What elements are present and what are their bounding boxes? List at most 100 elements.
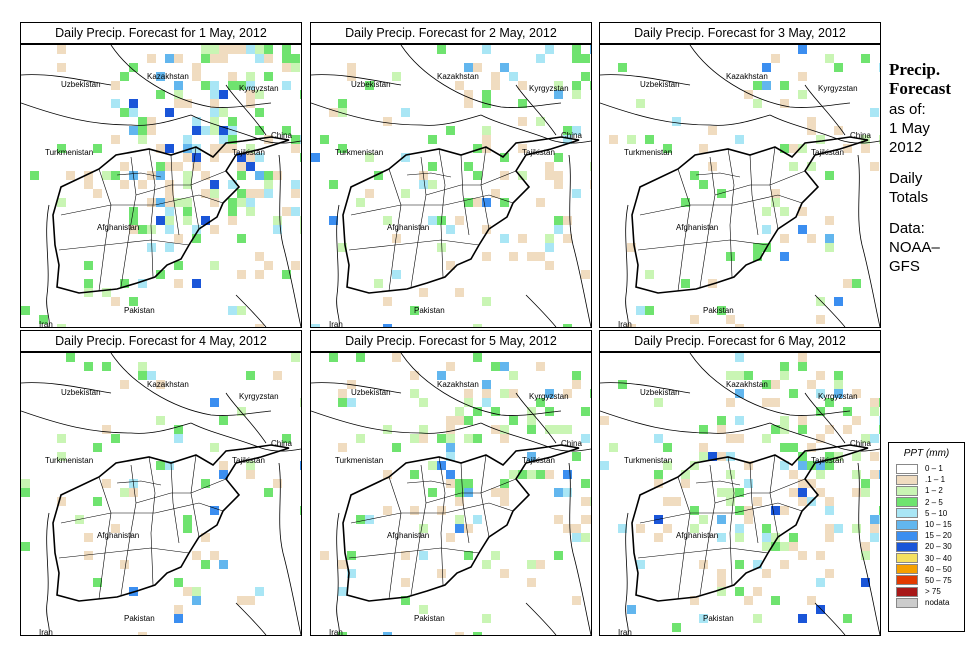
precip-cell xyxy=(609,135,618,144)
country-border xyxy=(235,294,267,327)
precip-cell xyxy=(401,153,410,162)
precip-cell xyxy=(111,297,120,306)
precip-cell xyxy=(246,207,255,216)
precip-cell xyxy=(780,144,789,153)
legend-item: 1 – 2 xyxy=(896,485,964,496)
legend-item: nodata xyxy=(896,597,964,608)
precip-cell xyxy=(843,614,852,623)
precip-cell xyxy=(165,243,174,252)
precip-cell xyxy=(545,171,554,180)
province-border xyxy=(699,464,716,596)
legend-item: > 75 xyxy=(896,586,964,597)
precip-cell xyxy=(192,551,201,560)
precip-cell xyxy=(518,171,527,180)
precip-cell xyxy=(464,416,473,425)
precip-cell xyxy=(798,416,807,425)
precip-cell xyxy=(500,389,509,398)
precip-cell xyxy=(473,324,482,327)
precip-cell xyxy=(428,488,437,497)
precip-cell xyxy=(879,515,880,524)
precip-cell xyxy=(726,315,735,324)
precip-cell xyxy=(798,362,807,371)
country-border xyxy=(814,602,846,635)
country-border xyxy=(857,462,880,635)
country-border xyxy=(225,84,267,136)
province-border xyxy=(677,168,691,292)
precip-cell xyxy=(861,488,870,497)
precip-cell xyxy=(111,99,120,108)
precip-cell xyxy=(228,135,237,144)
precip-cell xyxy=(228,198,237,207)
totals-1: Daily xyxy=(889,170,923,187)
precip-cell xyxy=(383,297,392,306)
precip-cell xyxy=(798,488,807,497)
legend-item: 20 – 30 xyxy=(896,541,964,552)
precip-cell xyxy=(563,126,572,135)
precip-cell xyxy=(536,252,545,261)
precip-cell xyxy=(636,99,645,108)
precip-cell xyxy=(572,90,581,99)
precip-cell xyxy=(482,126,491,135)
precip-cell xyxy=(861,542,870,551)
precip-cell xyxy=(183,135,192,144)
precip-cell xyxy=(246,596,255,605)
precip-cell xyxy=(255,252,264,261)
legend-swatch xyxy=(896,541,918,552)
precip-cell xyxy=(744,515,753,524)
precip-cell xyxy=(690,506,699,515)
precip-cell xyxy=(825,425,834,434)
precip-cell xyxy=(57,45,66,54)
precip-cell xyxy=(246,45,255,54)
label-pakistan: Pakistan xyxy=(703,614,734,623)
precip-cell xyxy=(365,189,374,198)
precip-cell xyxy=(147,198,156,207)
precip-cell xyxy=(690,596,699,605)
precip-cell xyxy=(102,171,111,180)
precip-cell xyxy=(255,270,264,279)
precip-cell xyxy=(861,144,870,153)
precip-cell xyxy=(590,180,591,189)
country-border xyxy=(336,512,340,635)
precip-cell xyxy=(572,189,581,198)
precip-cell xyxy=(210,108,219,117)
precip-cell xyxy=(482,225,491,234)
precip-cell xyxy=(618,524,627,533)
precip-cell xyxy=(291,180,300,189)
precip-cell xyxy=(753,252,762,261)
precip-cell xyxy=(717,189,726,198)
precip-cell xyxy=(255,54,264,63)
precip-cell xyxy=(753,81,762,90)
precip-cell xyxy=(645,270,654,279)
precip-cell xyxy=(291,353,300,362)
as-of-label: as of: xyxy=(889,101,926,118)
precip-cell xyxy=(762,524,771,533)
precip-cell xyxy=(771,54,780,63)
precip-cell xyxy=(789,488,798,497)
precip-cell xyxy=(581,479,590,488)
label-iran: Iran xyxy=(329,320,343,327)
precip-cell xyxy=(816,297,825,306)
precip-cell xyxy=(138,180,147,189)
precip-cell xyxy=(255,45,264,54)
precip-cell xyxy=(491,407,500,416)
afghanistan-border xyxy=(52,444,290,602)
precip-cell xyxy=(816,371,825,380)
province-border xyxy=(120,464,137,596)
legend-label: > 75 xyxy=(925,587,941,597)
precip-cell xyxy=(57,144,66,153)
precip-cell xyxy=(210,117,219,126)
legend-swatch xyxy=(896,497,918,508)
precip-cell xyxy=(147,371,156,380)
precip-cell xyxy=(174,54,183,63)
label-uzbekistan: Uzbekistan xyxy=(61,80,101,89)
legend-swatch xyxy=(896,474,918,485)
precip-cell xyxy=(473,434,482,443)
precip-cell xyxy=(717,578,726,587)
precip-cell xyxy=(735,324,744,327)
country-border xyxy=(21,102,192,126)
precip-cell xyxy=(165,216,174,225)
precip-cell xyxy=(93,443,102,452)
precip-cell xyxy=(590,162,591,171)
precip-cell xyxy=(282,63,291,72)
precip-cell xyxy=(156,380,165,389)
